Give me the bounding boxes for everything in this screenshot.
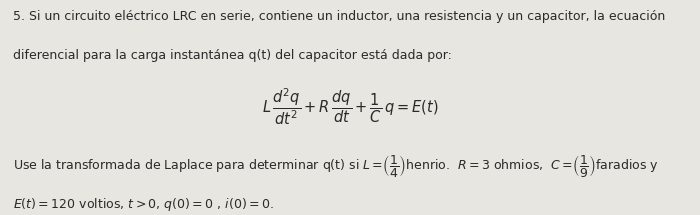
Text: $E(t)=120$ voltios, $t>0$, $q(0)=0$ , $i(0)=0$.: $E(t)=120$ voltios, $t>0$, $q(0)=0$ , $i… (13, 196, 274, 213)
Text: diferencial para la carga instantánea q(t) del capacitor está dada por:: diferencial para la carga instantánea q(… (13, 49, 452, 62)
Text: Use la transformada de Laplace para determinar q(t) si $L=\!\left(\dfrac{1}{4}\r: Use la transformada de Laplace para dete… (13, 153, 658, 179)
Text: $L\,\dfrac{d^{2}q}{dt^{2}}+R\,\dfrac{dq}{dt}+\dfrac{1}{C}\,q=E(t)$: $L\,\dfrac{d^{2}q}{dt^{2}}+R\,\dfrac{dq}… (262, 86, 438, 127)
Text: 5. Si un circuito eléctrico LRC en serie, contiene un inductor, una resistencia : 5. Si un circuito eléctrico LRC en serie… (13, 10, 665, 23)
